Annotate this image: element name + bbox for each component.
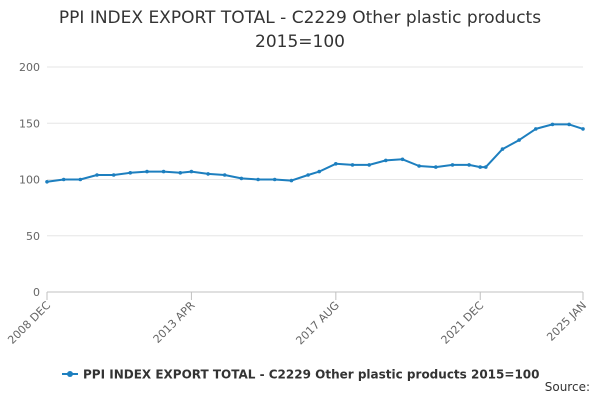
legend[interactable]: PPI INDEX EXPORT TOTAL - C2229 Other pla…	[62, 368, 540, 382]
chart-title-line-2: 2015=100	[255, 32, 345, 52]
data-point	[78, 177, 83, 182]
data-point	[206, 172, 210, 176]
data-point	[400, 157, 405, 162]
x-tick-label: 2021 DEC	[439, 299, 487, 347]
y-tick-label: 200	[19, 61, 40, 74]
data-point	[272, 177, 277, 182]
data-point	[500, 147, 505, 151]
data-point	[178, 171, 183, 175]
data-point	[161, 169, 166, 174]
data-point	[581, 127, 585, 131]
y-tick-label: 50	[26, 230, 40, 243]
data-point	[95, 173, 99, 177]
data-point	[239, 176, 244, 181]
data-point	[384, 158, 388, 163]
data-point	[256, 177, 260, 182]
data-point	[222, 173, 227, 177]
legend-label[interactable]: PPI INDEX EXPORT TOTAL - C2229 Other pla…	[83, 368, 540, 382]
gridlines	[47, 66, 583, 237]
y-tick-label: 100	[19, 174, 40, 187]
data-point	[478, 165, 483, 169]
series-line	[46, 123, 584, 183]
data-point	[111, 173, 116, 177]
x-tick-label: 2025 JAN	[544, 299, 589, 344]
x-tick-label: 2013 APR	[151, 299, 198, 346]
y-tick-label: 0	[33, 286, 40, 299]
x-tick-label: 2008 DEC	[5, 299, 53, 347]
data-point	[434, 165, 438, 169]
data-point	[417, 164, 421, 168]
data-point	[306, 173, 310, 177]
data-point	[550, 122, 555, 127]
data-point	[450, 163, 455, 167]
data-point	[317, 169, 322, 174]
data-point	[334, 162, 338, 166]
data-point	[567, 122, 571, 127]
chart-title-line-1: PPI INDEX EXPORT TOTAL - C2229 Other pla…	[58, 8, 542, 28]
data-point	[128, 171, 133, 175]
data-point	[145, 169, 149, 174]
source-label: Source:	[544, 380, 590, 394]
data-point	[45, 180, 49, 184]
axes: 0 50 100 150 200 2008 DEC 2013 APR 2017 AUG 2021…	[5, 61, 589, 347]
x-tick-label: 2017 AUG	[293, 299, 342, 348]
legend-swatch-marker	[67, 371, 73, 377]
data-point	[350, 163, 355, 167]
data-point	[467, 163, 471, 167]
data-point	[517, 138, 521, 142]
data-point	[367, 163, 372, 167]
data-point	[534, 127, 538, 131]
data-point	[61, 177, 66, 182]
series-layer	[45, 122, 585, 184]
chart-title: PPI INDEX EXPORT TOTAL - C2229 Other pla…	[0, 6, 600, 54]
y-tick-label: 150	[19, 117, 40, 130]
data-point	[289, 178, 294, 183]
data-point	[484, 165, 488, 169]
data-point	[189, 169, 194, 174]
